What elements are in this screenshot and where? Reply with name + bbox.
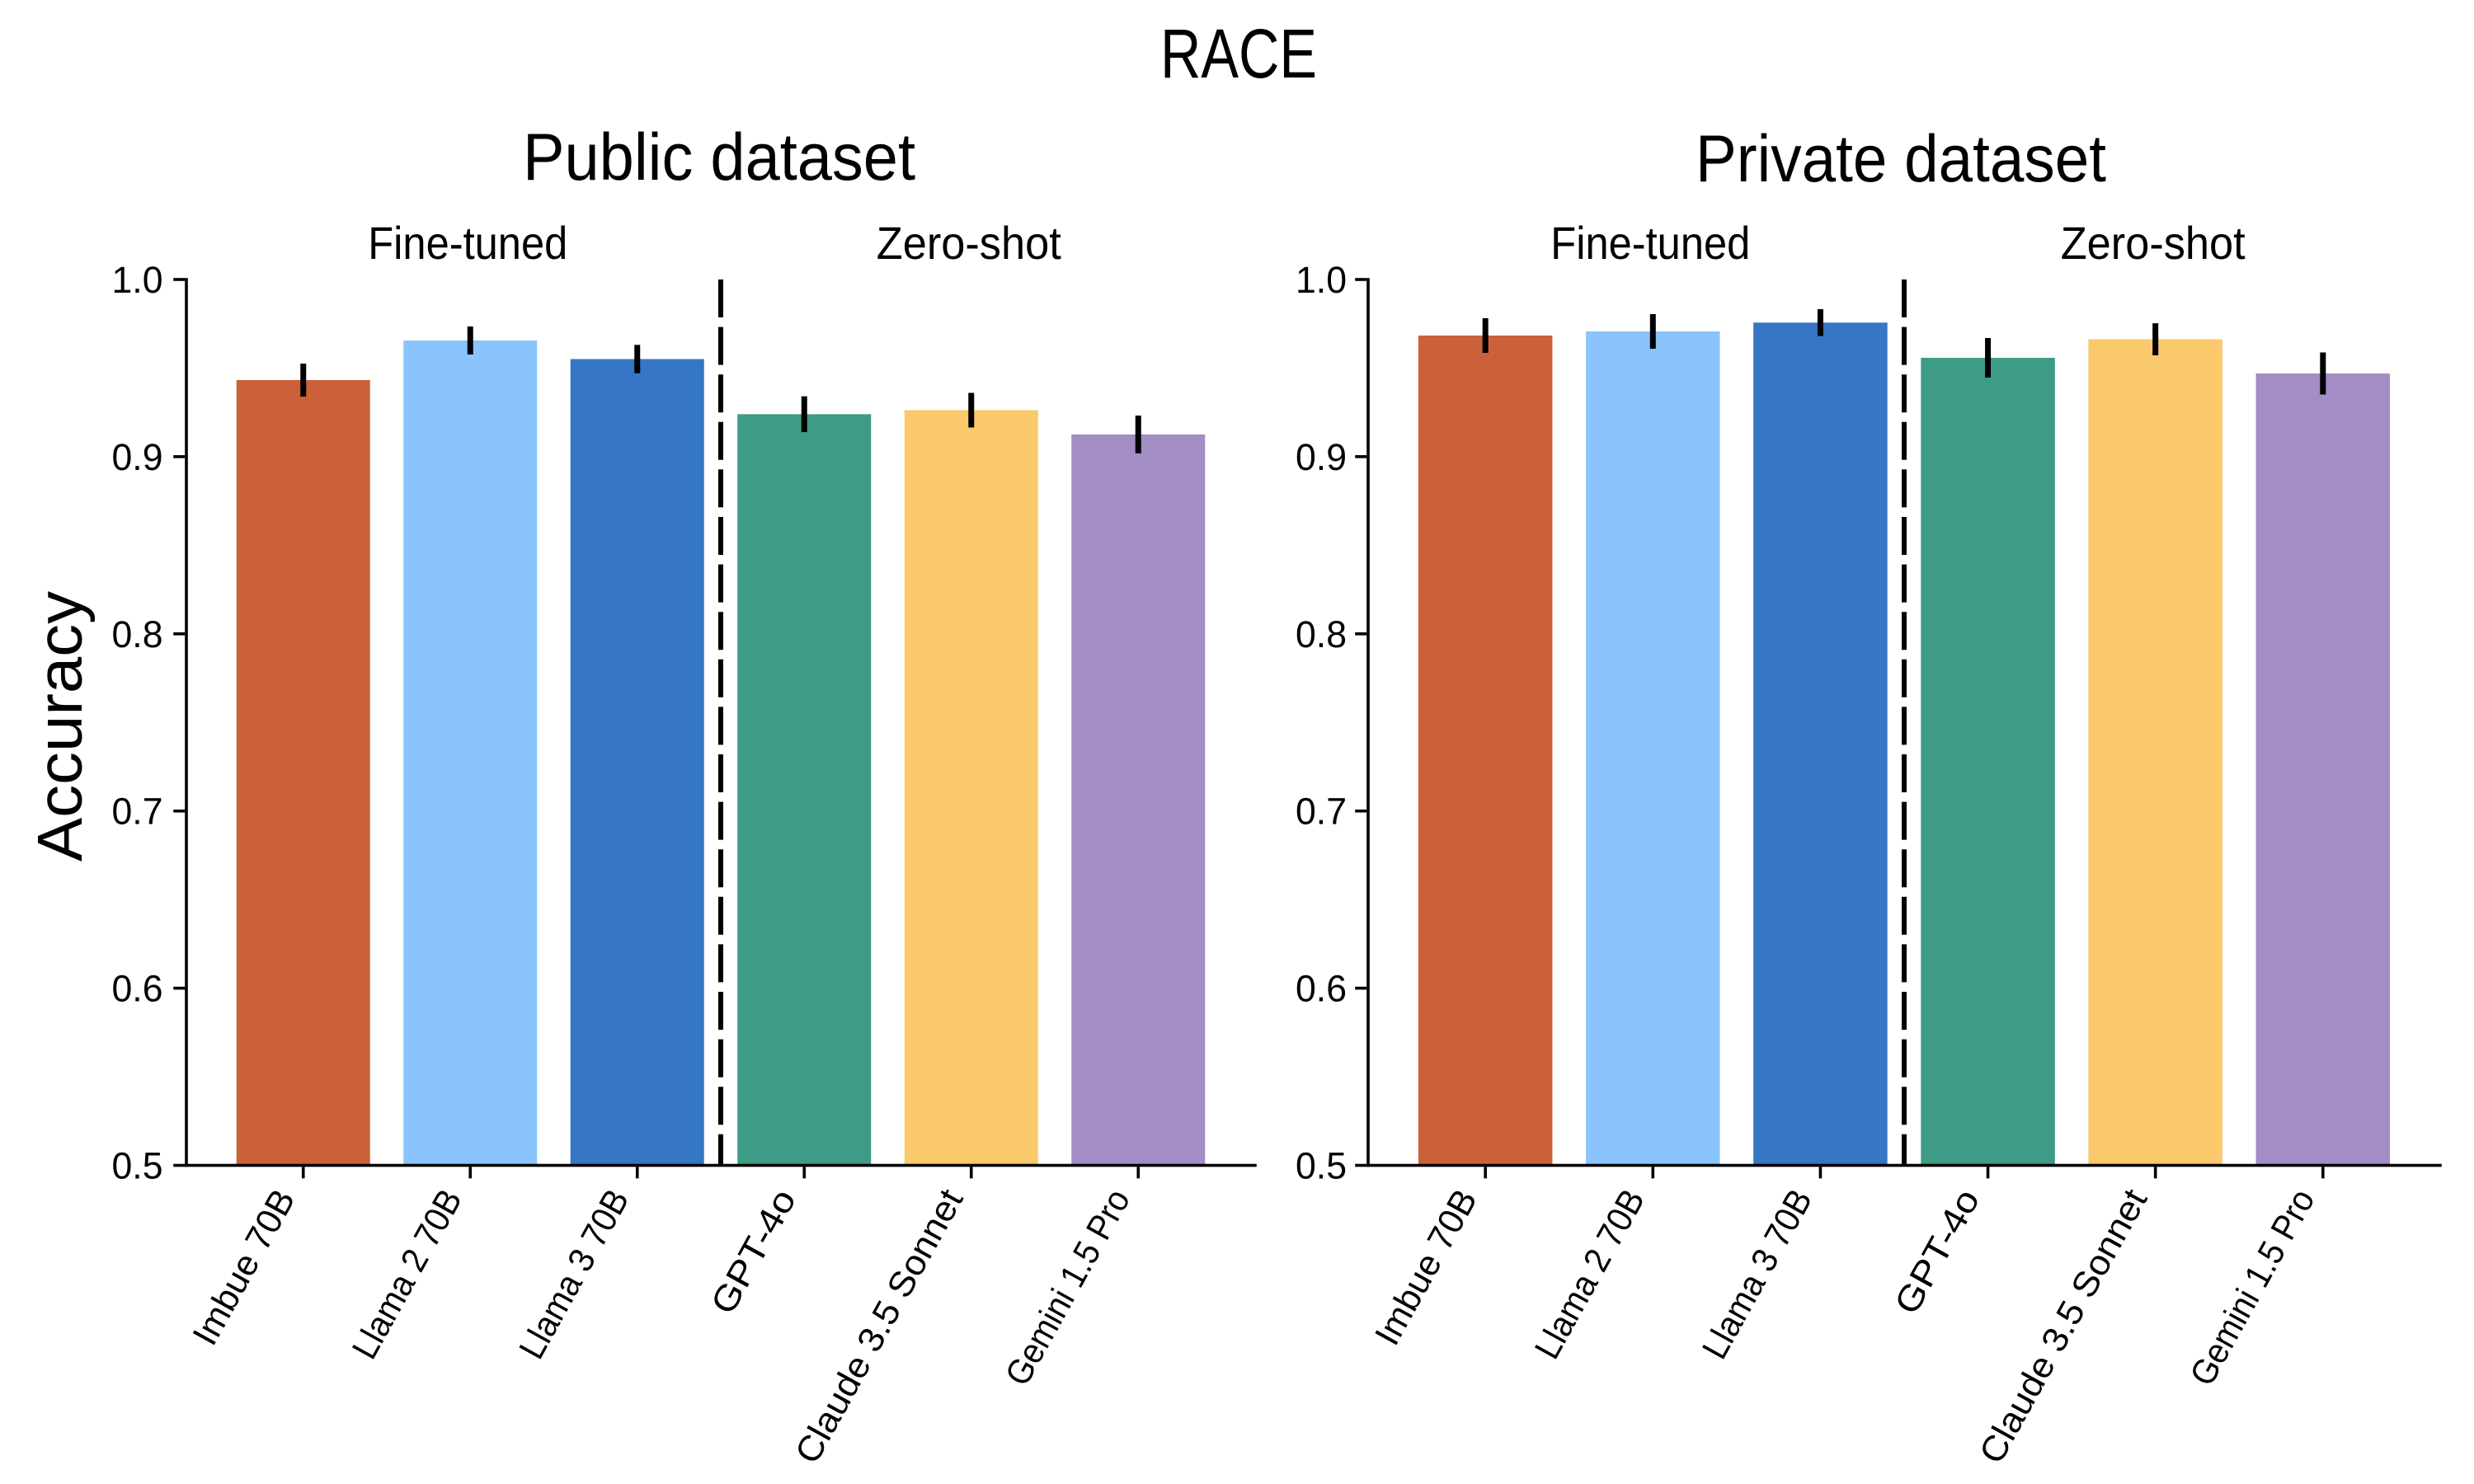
svg-text:Private dataset: Private dataset	[1696, 122, 2106, 196]
svg-text:0.5: 0.5	[1296, 1145, 1347, 1187]
svg-text:0.6: 0.6	[1296, 968, 1347, 1010]
svg-text:0.9: 0.9	[112, 436, 163, 478]
svg-text:Zero-shot: Zero-shot	[877, 217, 1061, 269]
svg-text:0.9: 0.9	[1296, 436, 1347, 478]
svg-text:0.8: 0.8	[112, 613, 163, 655]
svg-text:0.7: 0.7	[1296, 791, 1347, 833]
svg-text:Fine-tuned: Fine-tuned	[368, 217, 567, 269]
svg-text:Accuracy: Accuracy	[25, 590, 96, 862]
svg-text:RACE: RACE	[1160, 15, 1317, 92]
svg-text:1.0: 1.0	[112, 259, 163, 301]
svg-text:Fine-tuned: Fine-tuned	[1550, 217, 1750, 269]
svg-text:1.0: 1.0	[1296, 259, 1347, 301]
svg-text:0.7: 0.7	[112, 791, 163, 833]
svg-text:0.8: 0.8	[1296, 613, 1347, 655]
svg-text:Public dataset: Public dataset	[523, 120, 915, 195]
svg-text:0.5: 0.5	[112, 1145, 163, 1187]
svg-text:0.6: 0.6	[112, 968, 163, 1010]
svg-text:Zero-shot: Zero-shot	[2061, 217, 2246, 269]
